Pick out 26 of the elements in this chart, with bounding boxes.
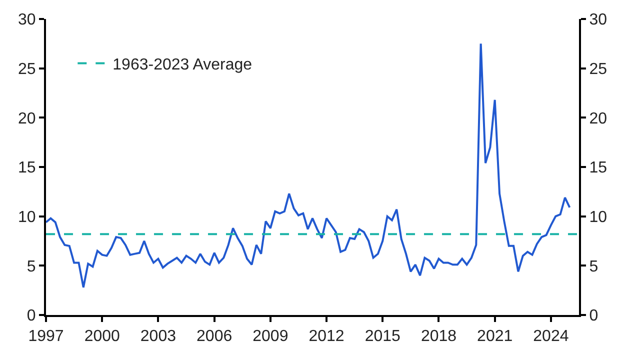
y-tick-label: 5: [26, 258, 36, 276]
y-tick-label: 0: [26, 308, 36, 325]
x-tick-label: 2021: [477, 328, 513, 346]
x-tick-label: 2015: [364, 328, 401, 346]
x-tick-label: 2024: [533, 328, 569, 346]
x-tick-label: 1997: [28, 328, 64, 346]
y-tick-label: 20: [18, 110, 36, 128]
x-tick-label: 2006: [196, 328, 232, 346]
x-tick-label: 2018: [420, 328, 457, 346]
x-tick-label: 2000: [84, 328, 120, 346]
line-series: [46, 42, 571, 288]
x-tick-label: 2012: [308, 328, 344, 346]
y-tick-label: 30: [18, 12, 36, 29]
y2-tick-label: 30: [589, 12, 608, 29]
x-tick-label: 2003: [140, 328, 176, 346]
y2-tick-label: 20: [589, 110, 608, 128]
x-tick-label: 2009: [252, 328, 288, 346]
y2-tick-label: 10: [589, 208, 608, 226]
y2-tick-label: 15: [589, 160, 608, 177]
y2-tick-label: 0: [589, 308, 598, 325]
y-tick-label: 10: [18, 208, 36, 226]
y-tick-label: 15: [18, 160, 36, 177]
y2-tick-label: 5: [589, 258, 598, 276]
legend-label: 1963-2023 Average: [112, 56, 252, 74]
y-tick-label: 25: [18, 60, 36, 78]
y2-tick-label: 25: [589, 60, 608, 78]
